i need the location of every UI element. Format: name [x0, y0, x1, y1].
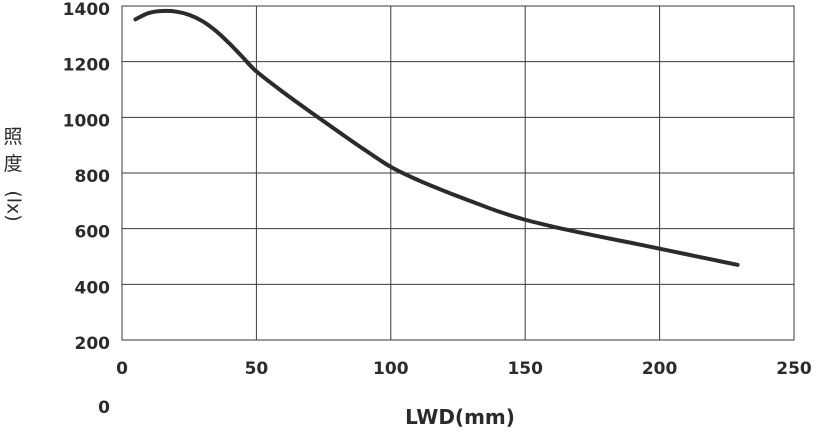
y-axis-label-unit: (lx) — [3, 190, 25, 221]
y-axis-label-char-1: 照 — [3, 126, 22, 148]
x-axis-label: LWD(mm) — [405, 405, 515, 429]
x-tick-label: 200 — [642, 359, 678, 379]
illuminance-curve — [133, 8, 740, 267]
x-tick-label: 0 — [116, 359, 128, 379]
tick-labels: 0 50 100 150 200 250 1400 1200 1000 800 600 400 200 — [63, 0, 812, 379]
x-tick-label: 100 — [373, 359, 409, 379]
y-tick-label: 1000 — [63, 111, 110, 131]
y-axis-label: 照 度 (lx) — [3, 126, 25, 222]
plot-frame — [121, 5, 795, 341]
x-tick-label: 250 — [776, 359, 812, 379]
x-tick-label: 150 — [507, 359, 543, 379]
y-tick-label-zero: 0 — [98, 398, 110, 418]
y-tick-label: 400 — [75, 278, 111, 298]
x-tick-label: 50 — [245, 359, 269, 379]
y-tick-label: 200 — [75, 334, 111, 354]
y-tick-label: 800 — [75, 167, 111, 187]
grid — [121, 5, 795, 341]
y-tick-label: 1400 — [63, 0, 110, 20]
y-tick-label: 600 — [75, 223, 111, 243]
y-axis-label-char-2: 度 — [3, 153, 22, 175]
y-tick-label: 1200 — [63, 56, 110, 76]
